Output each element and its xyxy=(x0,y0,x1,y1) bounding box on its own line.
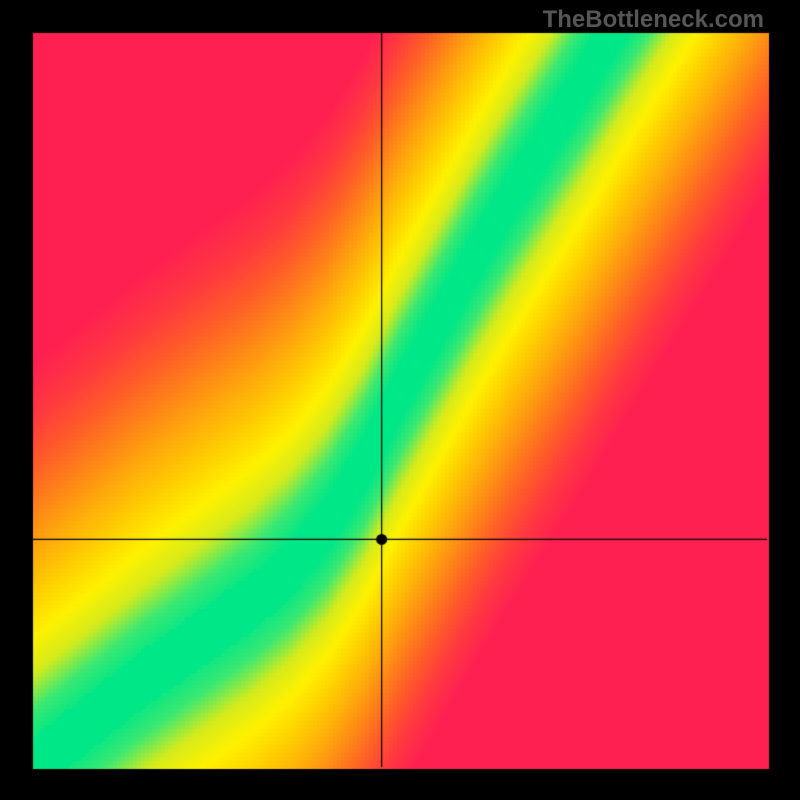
bottleneck-heatmap xyxy=(0,0,800,800)
